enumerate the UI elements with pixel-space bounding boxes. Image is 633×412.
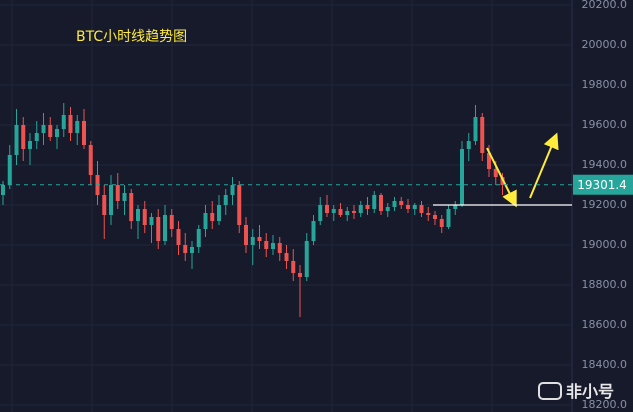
candle-body [196, 229, 201, 247]
candle-body [345, 211, 350, 215]
candle-body [453, 205, 458, 209]
chart-title: BTC小时线趋势图 [76, 29, 187, 45]
candle-body [399, 201, 404, 205]
candle-body [264, 241, 269, 249]
candle-body [365, 205, 370, 209]
candle-body [156, 217, 161, 241]
candle-body [163, 215, 167, 241]
arrow-down [486, 147, 517, 208]
watermark-logo [538, 382, 562, 400]
candle-body [392, 201, 397, 207]
candle-body [487, 153, 491, 169]
candle-body [480, 117, 485, 153]
y-tick-label: 18600.0 [582, 318, 628, 331]
candle-body [250, 237, 255, 245]
candle-body [406, 205, 410, 209]
candle-body [331, 209, 336, 213]
candle-body [473, 117, 478, 141]
candle-body [460, 149, 464, 205]
y-tick-label: 19400.0 [582, 158, 628, 171]
candle-body [28, 141, 32, 149]
candle-body [298, 273, 302, 277]
candle-body [284, 253, 289, 261]
y-tick-label: 19800.0 [582, 78, 628, 91]
y-tick-label: 20200.0 [582, 0, 628, 11]
y-tick-label: 18800.0 [582, 278, 628, 291]
candle-body [237, 185, 242, 225]
watermark-text: 非小号 [566, 382, 614, 401]
candle-body [493, 169, 498, 177]
y-tick-label: 19600.0 [582, 118, 628, 131]
candle-body [426, 213, 431, 215]
candle-body [412, 205, 417, 209]
candle-body [210, 213, 215, 221]
candle-body [21, 125, 26, 149]
arrow-up [529, 132, 559, 199]
candle-body [55, 129, 59, 137]
candle-body [34, 133, 39, 141]
candle-body [318, 205, 323, 221]
candle-body [149, 217, 154, 225]
candle-body [190, 247, 194, 253]
candle-body [271, 243, 275, 249]
candle-body [203, 213, 208, 229]
candle-body [352, 211, 356, 213]
candle-body [115, 185, 120, 201]
candle-body [257, 237, 262, 241]
y-tick-label: 20000.0 [582, 38, 628, 51]
y-tick-label: 18200.0 [582, 398, 628, 411]
candle-body [277, 243, 282, 253]
candle-body [230, 185, 235, 195]
candle-body [142, 209, 147, 225]
candle-body [183, 245, 188, 253]
y-tick-label: 19000.0 [582, 238, 628, 251]
candle-body [1, 185, 5, 195]
candle-body [129, 193, 134, 221]
candle-body [176, 229, 181, 245]
candle-body [311, 221, 316, 241]
candle-body [372, 195, 377, 209]
last-price-label: 19301.4 [577, 178, 627, 192]
last-price-box [573, 174, 633, 195]
y-tick-label: 19200.0 [582, 198, 628, 211]
candle-body [68, 115, 73, 133]
candle-body [217, 205, 221, 221]
candle-body [304, 241, 309, 277]
candle-body [325, 205, 329, 213]
candle-body [109, 185, 113, 215]
candle-body [122, 193, 127, 201]
candle-body [385, 207, 390, 211]
candle-body [82, 121, 86, 145]
candle-body [169, 215, 174, 229]
candle-body [244, 225, 248, 245]
candle-body [102, 195, 107, 215]
candle-body [41, 125, 46, 133]
candle-body [439, 219, 444, 227]
watermark: 非小号 [538, 382, 614, 401]
candle-body [433, 215, 437, 219]
candle-body [446, 209, 451, 227]
candle-body [48, 125, 53, 137]
candle-body [7, 155, 12, 185]
candle-body [379, 195, 383, 211]
candle-body [88, 145, 93, 175]
candle-body [61, 115, 66, 129]
y-tick-label: 18400.0 [582, 358, 628, 371]
candle-body [466, 141, 471, 149]
candle-body [75, 121, 80, 133]
candle-body [14, 125, 19, 155]
candle-body [358, 205, 363, 213]
candle-body [419, 205, 424, 213]
candle-body [136, 209, 140, 221]
candle-body [223, 195, 228, 205]
candle-body [291, 261, 296, 273]
candle-body [338, 209, 343, 215]
